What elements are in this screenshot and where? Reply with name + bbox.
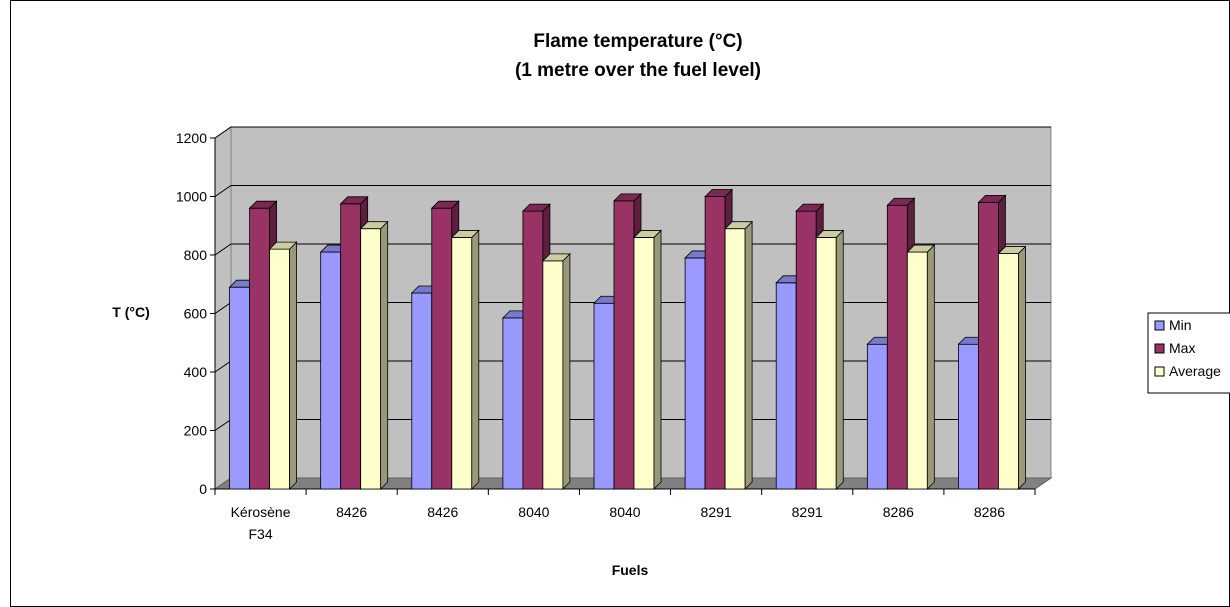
y-axis-title: T (°C)	[112, 304, 149, 320]
bar-side	[562, 252, 571, 490]
y-tick-labels: 0 200 400 600 800 1000 1200	[176, 130, 207, 497]
bar	[724, 220, 754, 490]
bar-front	[704, 196, 726, 490]
bar-top	[248, 200, 278, 209]
y-tick-label: 600	[184, 306, 208, 322]
bar-front	[431, 207, 453, 490]
bar-front	[411, 292, 433, 490]
bar-front	[451, 237, 473, 490]
bar	[359, 220, 389, 490]
bar-front	[684, 257, 706, 490]
bar-top	[521, 203, 551, 212]
chart-title-line-1: Flame temperature (°C)	[533, 31, 742, 52]
bar-front	[866, 343, 888, 490]
bar-side	[744, 220, 753, 490]
y-tick-label: 1000	[176, 189, 207, 205]
bar-front	[269, 248, 290, 490]
x-tick-label: F34	[248, 526, 272, 542]
bar-side	[1018, 245, 1026, 490]
y-tick-label: 800	[184, 247, 208, 263]
bar-front	[724, 228, 746, 490]
legend-swatch	[1154, 343, 1165, 354]
y-tick-label: 1200	[176, 130, 207, 146]
x-axis-title: Fuels	[612, 562, 649, 578]
bar-front	[249, 207, 270, 490]
legend-label: Min	[1169, 317, 1192, 333]
gridline	[214, 185, 1051, 197]
bar-top	[906, 244, 936, 253]
bar-top	[977, 194, 1007, 203]
bar-side	[835, 229, 844, 490]
bar-front	[633, 237, 655, 490]
bar	[906, 244, 936, 490]
bar-top	[339, 196, 369, 205]
bar-front	[340, 203, 362, 490]
bar-top	[724, 221, 754, 230]
x-tick-label: 8426	[427, 504, 458, 520]
bar-front	[998, 253, 1019, 490]
bar	[541, 252, 571, 490]
bar	[450, 229, 480, 490]
bar	[815, 229, 845, 490]
bar-top	[430, 200, 460, 209]
bar-front	[229, 286, 250, 490]
bar-top	[815, 230, 845, 238]
bar-top	[268, 241, 298, 250]
bar-front	[815, 237, 837, 490]
bar-top	[795, 203, 825, 212]
bar-top	[613, 193, 642, 202]
bar-front	[906, 251, 928, 490]
y-tick-label: 0	[199, 481, 207, 497]
bar	[633, 229, 662, 490]
x-tick-label: 8286	[974, 504, 1005, 520]
x-tick-label: Kérosène	[231, 504, 291, 520]
bar-front	[360, 228, 382, 490]
bar-front	[522, 210, 544, 490]
x-tick-label: 8040	[518, 504, 549, 520]
x-tick-label: 8291	[792, 504, 823, 520]
bar-front	[542, 260, 564, 490]
legend: Min Max Average	[1147, 312, 1230, 394]
bar-front	[320, 251, 342, 490]
bar-front	[502, 317, 524, 490]
bar-top	[633, 230, 662, 238]
bar-front	[613, 200, 635, 490]
bar-side	[380, 220, 389, 490]
legend-swatch	[1154, 320, 1165, 331]
bar-side	[926, 244, 935, 490]
x-tick-label: 8286	[883, 504, 914, 520]
bar-front	[978, 201, 999, 490]
bar-front	[886, 204, 908, 490]
bar-top	[997, 246, 1027, 254]
legend-label: Max	[1169, 340, 1195, 356]
bar-front	[593, 302, 615, 490]
gridline	[214, 243, 1051, 256]
bars	[228, 188, 1027, 490]
bar-side	[471, 229, 480, 490]
chart-title-line-2: (1 metre over the fuel level)	[515, 60, 761, 81]
bar-front	[775, 282, 797, 490]
bar-side	[653, 229, 662, 490]
y-tick-label: 200	[184, 423, 208, 439]
bar-top	[704, 189, 734, 197]
gridline	[214, 126, 1051, 139]
y-tick-label: 400	[184, 364, 208, 380]
bar-front	[795, 210, 817, 490]
bar	[997, 245, 1027, 490]
legend-swatch	[1154, 366, 1165, 377]
bar-top	[450, 230, 480, 238]
bar-top	[541, 253, 571, 262]
bar-top	[359, 221, 389, 230]
x-tick-label: 8291	[701, 504, 732, 520]
legend-label: Average	[1169, 363, 1221, 379]
bar-front	[958, 343, 979, 490]
x-tick-label: 8040	[609, 504, 640, 520]
bar-top	[886, 197, 916, 206]
bar	[268, 241, 298, 490]
x-tick-label: 8426	[336, 504, 367, 520]
x-tick-labels: Kérosène F34 8426 8426 8040 8040 8291 8291 8286 8…	[231, 504, 1006, 542]
bar-side	[289, 241, 297, 490]
